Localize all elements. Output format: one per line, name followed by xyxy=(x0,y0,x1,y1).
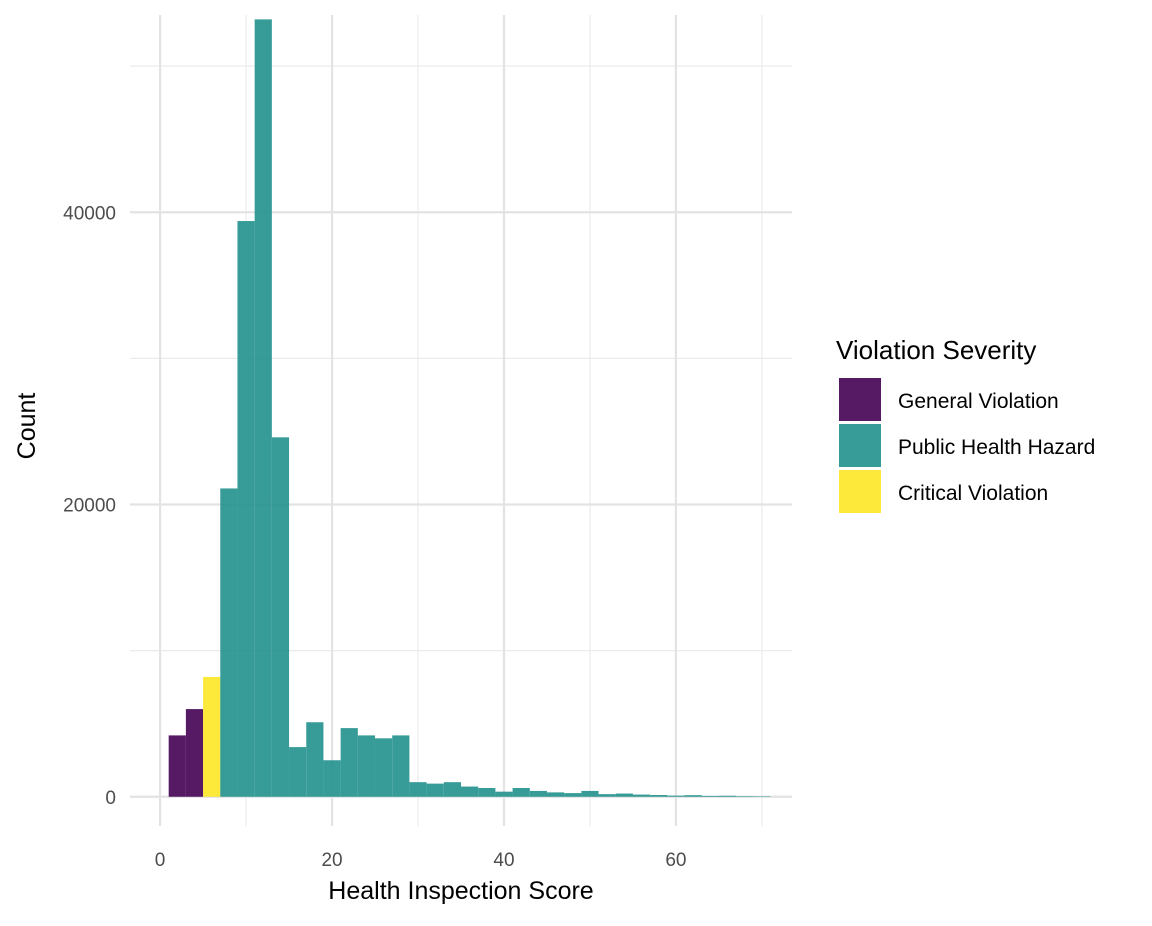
histogram-bars xyxy=(169,19,771,796)
x-axis-title: Health Inspection Score xyxy=(328,877,593,905)
histogram-bar xyxy=(358,735,375,796)
histogram-bar xyxy=(169,735,186,796)
histogram-bar xyxy=(306,722,323,797)
histogram-bar xyxy=(255,19,272,796)
histogram-bar xyxy=(341,728,358,797)
legend: Violation Severity General Violation Publ… xyxy=(836,335,1095,513)
x-tick-label: 20 xyxy=(321,850,342,871)
histogram-bar xyxy=(599,794,616,797)
histogram-bar xyxy=(289,747,306,797)
histogram-bar xyxy=(478,788,495,797)
y-axis-ticks: 0 20000 40000 xyxy=(63,203,116,809)
y-tick-label: 40000 xyxy=(63,203,116,224)
histogram-bar xyxy=(616,794,633,797)
histogram-bar xyxy=(495,792,512,797)
histogram-bar xyxy=(409,782,426,797)
histogram-bar xyxy=(530,791,547,797)
histogram-bar xyxy=(461,787,478,797)
legend-label: Critical Violation xyxy=(898,482,1048,505)
y-tick-label: 20000 xyxy=(63,496,116,517)
histogram-bar xyxy=(186,709,203,797)
legend-title: Violation Severity xyxy=(836,335,1036,365)
histogram-bar xyxy=(272,437,289,796)
histogram-bar xyxy=(444,782,461,797)
histogram-bar xyxy=(564,793,581,797)
histogram-bar xyxy=(427,784,444,797)
y-tick-label: 0 xyxy=(105,788,116,809)
legend-swatch xyxy=(839,470,881,513)
histogram-bar xyxy=(667,796,684,797)
x-tick-label: 0 xyxy=(155,850,166,871)
histogram-bar xyxy=(633,795,650,797)
histogram-bar xyxy=(220,488,237,796)
histogram-bar xyxy=(547,792,564,796)
histogram-bar xyxy=(323,760,340,797)
histogram-bar xyxy=(392,735,409,796)
histogram-bar xyxy=(685,795,702,797)
legend-swatch xyxy=(839,424,881,467)
histogram-bar xyxy=(203,677,220,797)
y-axis-title: Count xyxy=(13,393,41,460)
histogram-bar xyxy=(650,795,667,797)
histogram-bar xyxy=(736,796,753,797)
histogram-bar xyxy=(513,788,530,797)
legend-label: Public Health Hazard xyxy=(898,436,1095,459)
histogram-bar xyxy=(702,796,719,797)
legend-label: General Violation xyxy=(898,390,1059,413)
histogram-bar xyxy=(375,738,392,796)
histogram-bar xyxy=(581,791,598,797)
histogram-bar xyxy=(719,796,736,797)
x-tick-label: 60 xyxy=(665,850,686,871)
legend-swatch xyxy=(839,378,881,421)
x-tick-label: 40 xyxy=(493,850,514,871)
x-axis-ticks: 0 20 40 60 xyxy=(155,850,687,871)
histogram-bar xyxy=(237,221,254,797)
